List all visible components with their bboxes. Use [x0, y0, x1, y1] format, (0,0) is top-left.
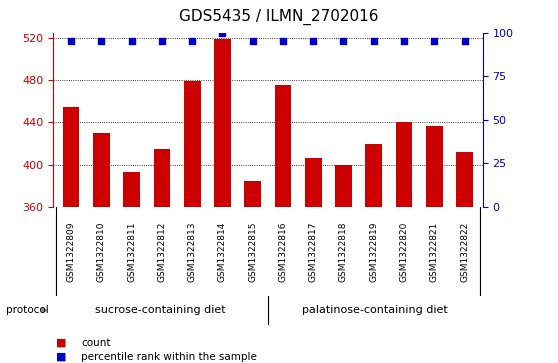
Point: [369, 38, 378, 44]
Text: count: count: [81, 338, 110, 348]
Point: [67, 38, 76, 44]
Bar: [244, 180, 261, 207]
Text: ■: ■: [56, 352, 66, 362]
Bar: [93, 133, 110, 207]
Text: GSM1322809: GSM1322809: [66, 221, 76, 282]
Point: [278, 38, 287, 44]
Text: percentile rank within the sample: percentile rank within the sample: [81, 352, 257, 362]
Point: [97, 38, 106, 44]
Point: [339, 38, 348, 44]
Text: GSM1322810: GSM1322810: [97, 221, 106, 282]
Bar: [123, 172, 140, 207]
Bar: [275, 85, 291, 207]
Bar: [63, 107, 79, 207]
Point: [248, 38, 257, 44]
Bar: [396, 122, 412, 207]
Text: GSM1322813: GSM1322813: [187, 221, 197, 282]
Text: GSM1322820: GSM1322820: [400, 221, 408, 282]
Text: GSM1322822: GSM1322822: [460, 221, 469, 281]
Text: GSM1322819: GSM1322819: [369, 221, 378, 282]
Text: GSM1322817: GSM1322817: [309, 221, 318, 282]
Text: GSM1322811: GSM1322811: [127, 221, 136, 282]
Text: ■: ■: [56, 338, 66, 348]
Bar: [456, 152, 473, 207]
Text: GDS5435 / ILMN_2702016: GDS5435 / ILMN_2702016: [179, 9, 379, 25]
Point: [309, 38, 318, 44]
Text: protocol: protocol: [6, 305, 49, 315]
Text: GSM1322814: GSM1322814: [218, 221, 227, 282]
Bar: [305, 158, 321, 207]
Bar: [426, 126, 442, 207]
Bar: [153, 149, 170, 207]
Text: GSM1322812: GSM1322812: [157, 221, 166, 282]
Text: GSM1322816: GSM1322816: [278, 221, 287, 282]
Text: GSM1322815: GSM1322815: [248, 221, 257, 282]
Bar: [365, 143, 382, 207]
Text: sucrose-containing diet: sucrose-containing diet: [95, 305, 226, 315]
Bar: [184, 81, 200, 207]
Point: [127, 38, 136, 44]
Point: [460, 38, 469, 44]
Point: [187, 38, 196, 44]
Text: GSM1322818: GSM1322818: [339, 221, 348, 282]
Bar: [214, 39, 231, 207]
Point: [430, 38, 439, 44]
Text: GSM1322821: GSM1322821: [430, 221, 439, 282]
Point: [157, 38, 166, 44]
Text: palatinose-containing diet: palatinose-containing diet: [302, 305, 448, 315]
Bar: [335, 165, 352, 207]
Point: [400, 38, 408, 44]
Point: [218, 30, 227, 36]
